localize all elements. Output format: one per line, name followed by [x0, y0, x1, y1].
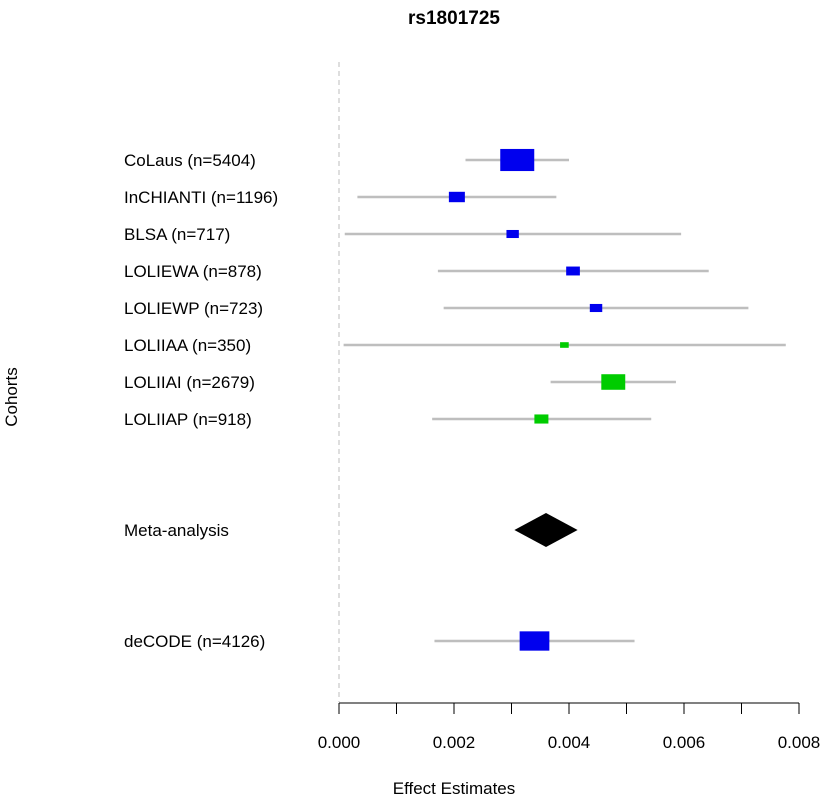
x-tick-label: 0.002: [433, 733, 476, 752]
point-estimate-box: [519, 631, 550, 651]
point-estimate-box: [534, 414, 549, 424]
row-label: deCODE (n=4126): [124, 632, 265, 651]
study-row-loliewp: LOLIEWP (n=723): [124, 299, 749, 318]
meta-analysis-row: Meta-analysis: [124, 513, 578, 547]
study-row-decode: deCODE (n=4126): [124, 631, 635, 651]
y-axis-title: Cohorts: [2, 367, 21, 427]
study-row-loliiai: LOLIIAI (n=2679): [124, 373, 676, 392]
point-estimate-box: [566, 266, 580, 276]
row-label: Meta-analysis: [124, 521, 229, 540]
study-row-blsa: BLSA (n=717): [124, 225, 682, 244]
row-label: InCHIANTI (n=1196): [124, 188, 278, 207]
row-label: LOLIIAP (n=918): [124, 410, 252, 429]
point-estimate-box: [589, 303, 603, 313]
meta-analysis-diamond: [514, 513, 578, 547]
x-tick-label: 0.008: [778, 733, 821, 752]
x-axis-title: Effect Estimates: [393, 779, 516, 798]
x-tick-label: 0.006: [663, 733, 706, 752]
x-tick-label: 0.000: [318, 733, 361, 752]
point-estimate-box: [500, 148, 535, 172]
row-label: BLSA (n=717): [124, 225, 230, 244]
row-label: LOLIIAA (n=350): [124, 336, 251, 355]
x-axis: 0.000 0.002 0.004 0.006 0.008: [318, 702, 821, 752]
x-tick-label: 0.004: [548, 733, 591, 752]
point-estimate-box: [506, 229, 519, 239]
study-row-colaus: CoLaus (n=5404): [124, 148, 569, 172]
study-row-inchianti: InCHIANTI (n=1196): [124, 188, 557, 207]
point-estimate-box: [448, 191, 465, 203]
chart-title: rs1801725: [408, 8, 500, 29]
row-label: CoLaus (n=5404): [124, 151, 256, 170]
study-row-loliewa: LOLIEWA (n=878): [124, 262, 709, 281]
point-estimate-box: [601, 374, 626, 390]
row-label: LOLIEWA (n=878): [124, 262, 262, 281]
row-label: LOLIIAI (n=2679): [124, 373, 255, 392]
study-row-loliiaa: LOLIIAA (n=350): [124, 336, 786, 355]
plot-rows: CoLaus (n=5404) InCHIANTI (n=1196) BLSA (n…: [124, 148, 786, 651]
point-estimate-box: [560, 342, 569, 348]
study-row-loliiap: LOLIIAP (n=918): [124, 410, 652, 429]
row-label: LOLIEWP (n=723): [124, 299, 263, 318]
